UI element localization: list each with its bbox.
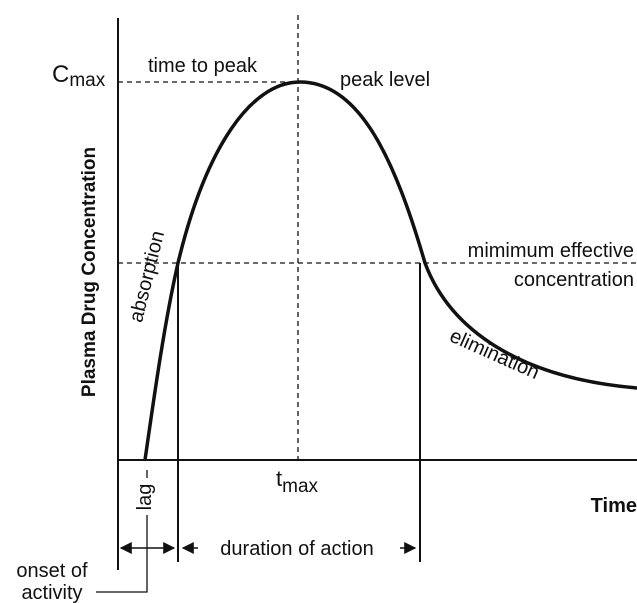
peak-level: peak level [340, 69, 430, 91]
mec-line1: mimimum effective [468, 240, 634, 262]
time-to-peak: time to peak [148, 55, 258, 77]
onset-line1: onset of [16, 560, 88, 582]
concentration-curve [143, 80, 637, 461]
mec-line2: concentration [514, 269, 634, 291]
duration-label: duration of action [220, 538, 373, 560]
tmax-label: tmax [276, 466, 319, 497]
tmax-main: t [276, 466, 282, 491]
lag-label: lag [134, 484, 156, 511]
x-axis-label: Time [591, 495, 637, 517]
onset-line2: activity [21, 582, 82, 603]
onset-leader [96, 515, 148, 593]
cmax-main: C [52, 61, 69, 88]
tmax-sub: max [282, 476, 318, 497]
y-axis-label: Plasma Drug Concentration [79, 147, 100, 397]
cmax-label: Cmax [52, 61, 106, 91]
cmax-sub: max [69, 70, 105, 91]
absorption-label: absorption [125, 229, 169, 325]
elimination-label: elimination [446, 325, 542, 384]
